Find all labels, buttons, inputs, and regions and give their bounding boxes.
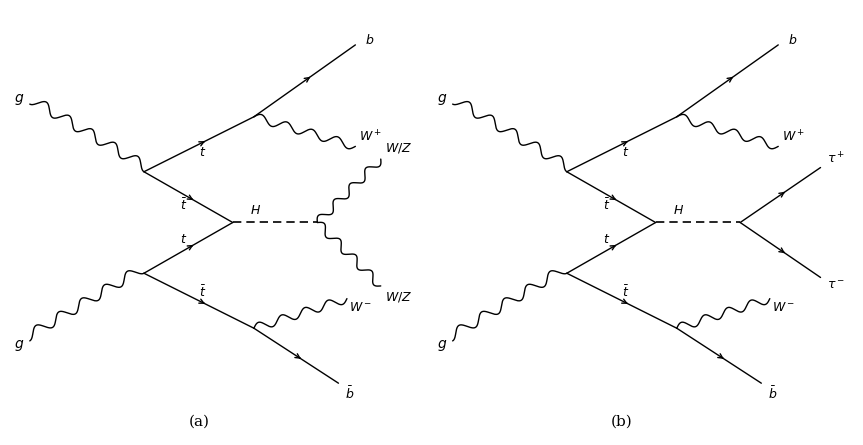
- Text: $t$: $t$: [180, 233, 187, 246]
- Text: $g$: $g$: [14, 93, 24, 107]
- Text: $\bar{t}$: $\bar{t}$: [603, 198, 610, 213]
- Text: $\bar{t}$: $\bar{t}$: [622, 285, 630, 300]
- Text: $H$: $H$: [250, 204, 261, 217]
- Text: $b$: $b$: [788, 33, 797, 47]
- Text: $\tau^+$: $\tau^+$: [827, 151, 845, 167]
- Text: $g$: $g$: [437, 338, 447, 352]
- Text: $W/Z$: $W/Z$: [385, 142, 413, 155]
- Text: $W^-$: $W^-$: [772, 301, 795, 315]
- Text: $\bar{b}$: $\bar{b}$: [345, 385, 354, 402]
- Text: $g$: $g$: [437, 93, 447, 107]
- Text: $W^+$: $W^+$: [359, 129, 382, 145]
- Text: $\bar{b}$: $\bar{b}$: [768, 385, 777, 402]
- Text: $W^+$: $W^+$: [782, 129, 805, 145]
- Text: $g$: $g$: [14, 338, 24, 352]
- Text: $W^-$: $W^-$: [349, 301, 372, 315]
- Text: $W/Z$: $W/Z$: [385, 290, 413, 303]
- Text: (a): (a): [188, 414, 210, 428]
- Text: $t$: $t$: [603, 233, 610, 246]
- Text: $\tau^-$: $\tau^-$: [827, 279, 845, 292]
- Text: $\bar{t}$: $\bar{t}$: [180, 198, 187, 213]
- Text: $\bar{t}$: $\bar{t}$: [199, 285, 207, 300]
- Text: $H$: $H$: [673, 204, 684, 217]
- Text: $t$: $t$: [199, 146, 207, 159]
- Text: (b): (b): [611, 414, 633, 428]
- Text: $b$: $b$: [365, 33, 374, 47]
- Text: $t$: $t$: [622, 146, 630, 159]
